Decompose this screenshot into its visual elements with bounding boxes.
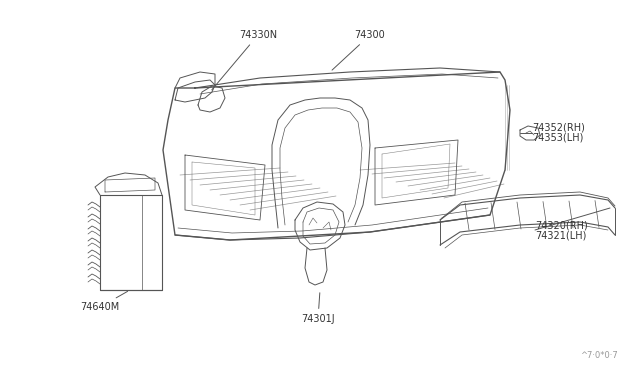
Text: 74640M: 74640M xyxy=(81,291,127,312)
Text: 74300: 74300 xyxy=(332,30,385,70)
Text: 74321(LH): 74321(LH) xyxy=(535,230,586,240)
Text: 74301J: 74301J xyxy=(301,293,335,324)
Text: ^7·0*0·7: ^7·0*0·7 xyxy=(580,351,618,360)
Text: 74320(RH): 74320(RH) xyxy=(535,220,588,230)
Text: 74330N: 74330N xyxy=(212,30,277,90)
Text: 74353(LH): 74353(LH) xyxy=(532,132,584,142)
Text: 74352(RH): 74352(RH) xyxy=(532,122,585,132)
